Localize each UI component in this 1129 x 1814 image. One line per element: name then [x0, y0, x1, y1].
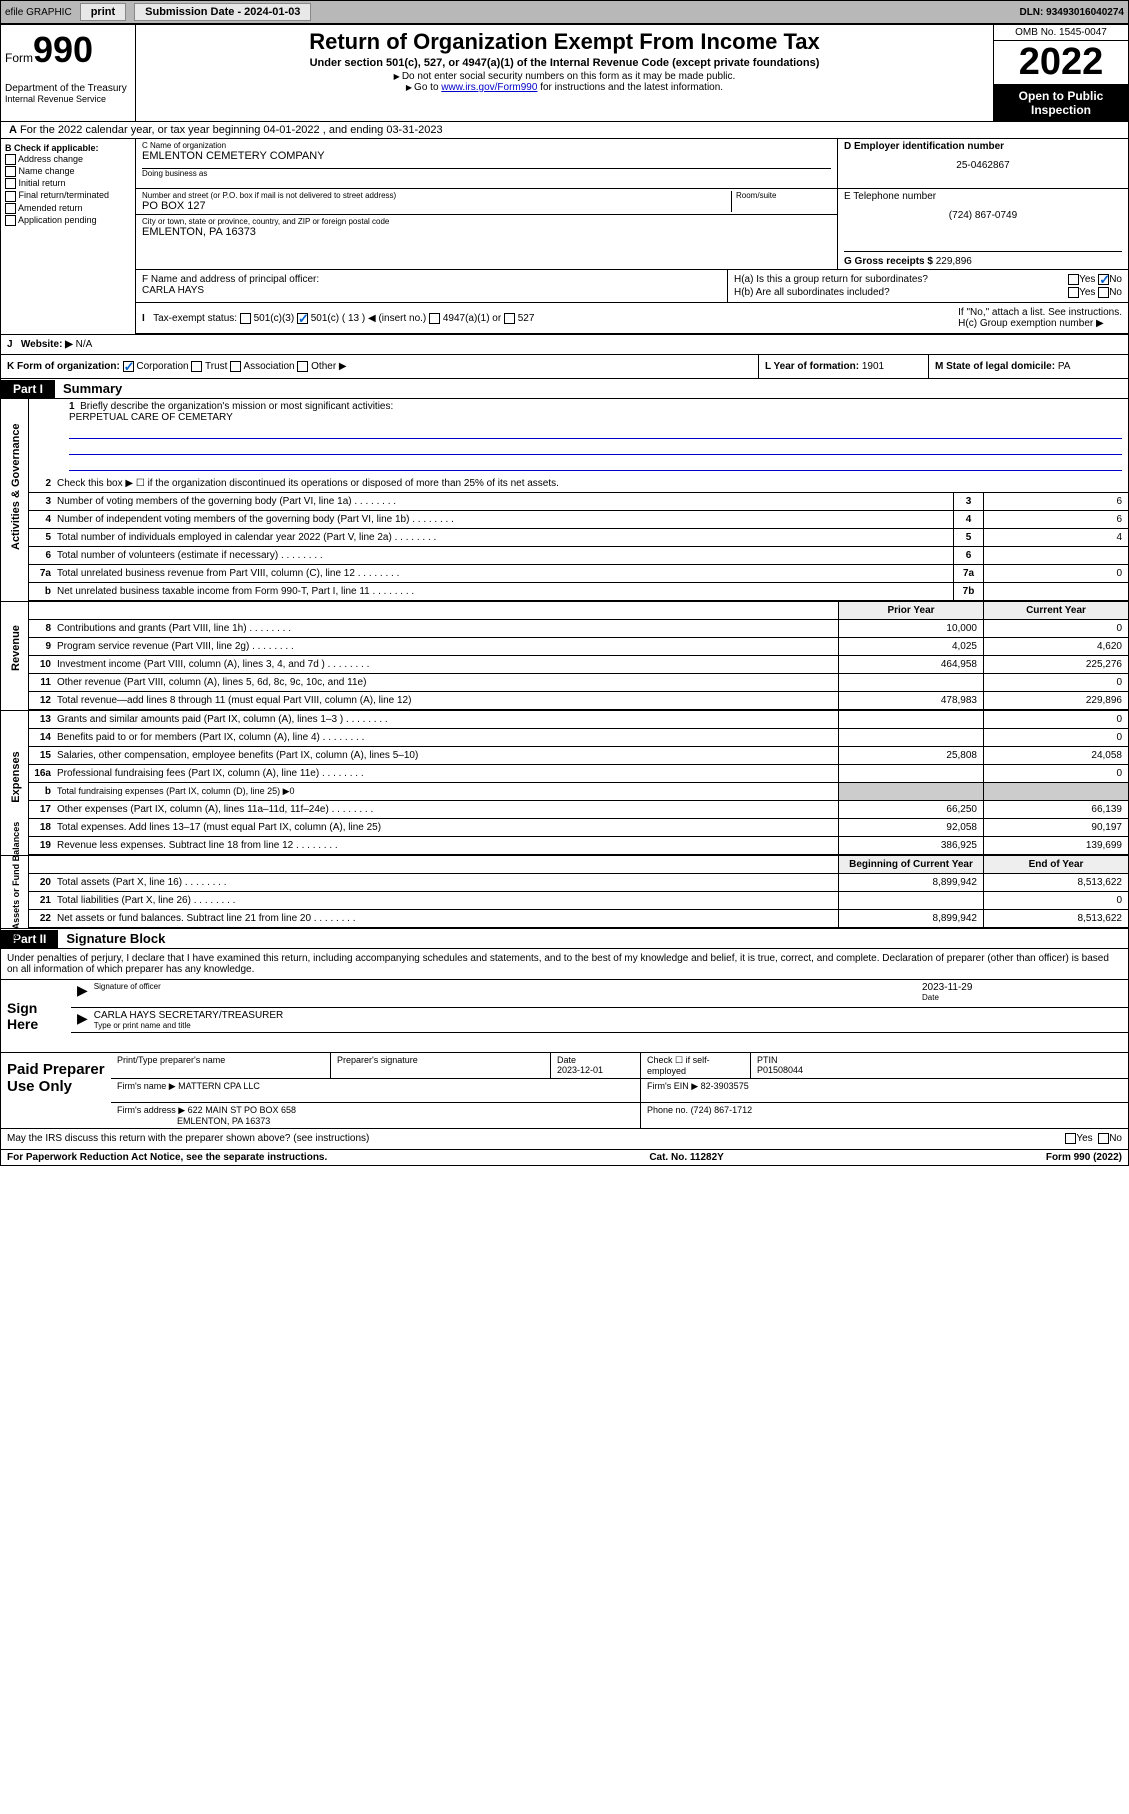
preparer-date: 2023-12-01	[557, 1065, 603, 1075]
dept-treasury: Department of the Treasury	[5, 83, 131, 94]
address-change-checkbox[interactable]	[5, 154, 16, 165]
form-number: 990	[33, 29, 93, 70]
phone-value: (724) 867-0749	[844, 210, 1122, 221]
discuss-yes-checkbox[interactable]	[1065, 1133, 1076, 1144]
omb-number: OMB No. 1545-0047	[994, 25, 1128, 41]
mission-text: PERPETUAL CARE OF CEMETARY	[69, 412, 1122, 423]
corporation-checkbox[interactable]	[123, 361, 134, 372]
initial-return-checkbox[interactable]	[5, 178, 16, 189]
part-1-header: Part I	[1, 380, 55, 398]
form-ref: Form 990 (2022)	[1046, 1152, 1122, 1163]
firm-name: MATTERN CPA LLC	[178, 1081, 260, 1091]
principal-officer: CARLA HAYS	[142, 285, 721, 296]
final-return-checkbox[interactable]	[5, 191, 16, 202]
ssn-note: Do not enter social security numbers on …	[402, 71, 735, 82]
form-word: Form	[5, 51, 33, 65]
street-address: PO BOX 127	[142, 200, 731, 212]
section-b-checkboxes: B Check if applicable: Address change Na…	[1, 139, 136, 334]
netassets-label: Net Assets or Fund Balances	[11, 836, 21, 946]
voting-members: 6	[983, 493, 1128, 510]
perjury-declaration: Under penalties of perjury, I declare th…	[1, 949, 1128, 980]
amended-return-checkbox[interactable]	[5, 203, 16, 214]
501c-checkbox[interactable]	[297, 313, 308, 324]
irs-link[interactable]: www.irs.gov/Form990	[441, 82, 537, 93]
form-title: Return of Organization Exempt From Incom…	[144, 29, 985, 55]
name-change-checkbox[interactable]	[5, 166, 16, 177]
firm-phone: (724) 867-1712	[691, 1105, 753, 1115]
topbar: efile GRAPHIC print Submission Date - 20…	[0, 0, 1129, 24]
sig-date: 2023-11-29	[922, 982, 1122, 993]
gross-receipts: 229,896	[936, 256, 972, 267]
submission-date: Submission Date - 2024-01-03	[134, 3, 311, 21]
ptin: P01508044	[757, 1065, 803, 1075]
expenses-label: Expenses	[10, 722, 22, 832]
section-a-tax-year: A For the 2022 calendar year, or tax yea…	[1, 122, 1128, 139]
officer-name: CARLA HAYS SECRETARY/TREASURER	[94, 1010, 1122, 1021]
application-pending-checkbox[interactable]	[5, 215, 16, 226]
print-button[interactable]: print	[80, 3, 126, 21]
efile-label: efile GRAPHIC	[5, 7, 72, 18]
city-state-zip: EMLENTON, PA 16373	[142, 226, 831, 238]
discuss-no-checkbox[interactable]	[1098, 1133, 1109, 1144]
org-name: EMLENTON CEMETERY COMPANY	[142, 150, 831, 162]
paid-preparer-label: Paid Preparer Use Only	[1, 1053, 111, 1128]
total-revenue-prior: 478,983	[838, 692, 983, 709]
revenue-label: Revenue	[10, 593, 22, 703]
cat-no: Cat. No. 11282Y	[649, 1152, 723, 1163]
open-public-badge: Open to Public Inspection	[994, 85, 1128, 121]
paperwork-notice: For Paperwork Reduction Act Notice, see …	[7, 1152, 327, 1163]
form-990: Form990 Department of the Treasury Inter…	[0, 24, 1129, 1166]
firm-addr: 622 MAIN ST PO BOX 658	[188, 1105, 296, 1115]
firm-ein: 82-3903575	[701, 1081, 749, 1091]
net-assets-prior: 8,899,942	[838, 910, 983, 927]
tax-year: 2022	[994, 41, 1128, 85]
group-return-no[interactable]	[1098, 274, 1109, 285]
ein-value: 25-0462867	[844, 160, 1122, 171]
irs-label: Internal Revenue Service	[5, 94, 131, 104]
net-assets-current: 8,513,622	[983, 910, 1128, 927]
total-revenue-current: 229,896	[983, 692, 1128, 709]
form-subtitle: Under section 501(c), 527, or 4947(a)(1)…	[144, 57, 985, 69]
sign-here-label: Sign Here	[1, 980, 71, 1052]
governance-label: Activities & Governance	[10, 440, 22, 550]
part-2-header: Part II	[1, 930, 58, 948]
form-header: Form990 Department of the Treasury Inter…	[1, 25, 1128, 122]
year-formation: 1901	[862, 361, 884, 372]
website-value: N/A	[76, 339, 93, 350]
state-domicile: PA	[1058, 361, 1071, 372]
dln: DLN: 93493016040274	[1019, 7, 1124, 18]
